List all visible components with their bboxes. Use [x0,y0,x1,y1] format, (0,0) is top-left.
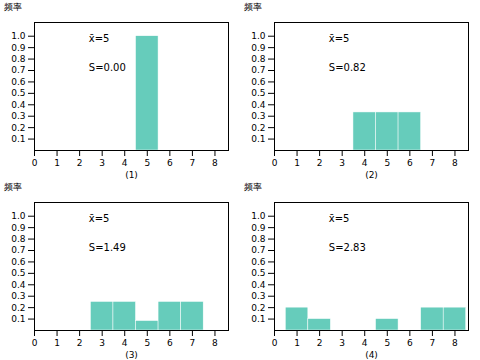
svg-text:8: 8 [452,338,458,348]
svg-text:(1): (1) [125,170,138,180]
svg-text:0.6: 0.6 [11,77,26,87]
svg-text:0.9: 0.9 [251,223,266,233]
svg-text:0.5: 0.5 [251,268,265,278]
svg-text:7: 7 [430,338,436,348]
svg-text:1: 1 [294,338,300,348]
svg-text:0.7: 0.7 [251,65,265,75]
svg-text:7: 7 [190,338,196,348]
svg-text:x̄=5: x̄=5 [329,213,350,224]
svg-text:0: 0 [32,338,38,348]
svg-text:0.1: 0.1 [251,314,265,324]
svg-text:2: 2 [317,338,323,348]
svg-text:8: 8 [212,158,218,168]
svg-text:2: 2 [77,338,83,348]
svg-text:1.0: 1.0 [11,211,26,221]
svg-text:S=1.49: S=1.49 [89,242,126,253]
svg-text:0.5: 0.5 [11,268,25,278]
svg-text:6: 6 [167,158,173,168]
svg-text:频率: 频率 [244,182,262,192]
svg-text:0.4: 0.4 [11,280,26,290]
svg-text:(2): (2) [365,170,378,180]
svg-text:x̄=5: x̄=5 [329,33,350,44]
svg-text:3: 3 [339,338,345,348]
svg-text:0: 0 [32,158,38,168]
svg-text:1.0: 1.0 [11,31,26,41]
svg-text:0.1: 0.1 [251,134,265,144]
svg-text:0.6: 0.6 [251,257,266,267]
svg-text:4: 4 [362,158,368,168]
svg-text:1.0: 1.0 [251,31,266,41]
svg-text:6: 6 [407,158,413,168]
svg-text:x̄=5: x̄=5 [89,213,110,224]
svg-text:0.8: 0.8 [11,234,26,244]
svg-text:0.1: 0.1 [11,134,25,144]
svg-text:3: 3 [99,338,105,348]
svg-text:0.3: 0.3 [251,111,265,121]
svg-text:0.5: 0.5 [11,88,25,98]
svg-text:1: 1 [54,338,60,348]
svg-text:0.2: 0.2 [11,303,25,313]
svg-text:3: 3 [99,158,105,168]
svg-text:3: 3 [339,158,345,168]
svg-text:0.9: 0.9 [11,43,26,53]
svg-text:6: 6 [167,338,173,348]
svg-text:2: 2 [317,158,323,168]
svg-text:0.8: 0.8 [251,234,266,244]
svg-text:0.7: 0.7 [251,245,265,255]
svg-text:5: 5 [384,158,390,168]
svg-text:4: 4 [122,338,128,348]
svg-text:7: 7 [430,158,436,168]
svg-text:1: 1 [294,158,300,168]
svg-text:8: 8 [212,338,218,348]
svg-text:0.8: 0.8 [251,54,266,64]
svg-text:S=0.82: S=0.82 [329,62,366,73]
svg-text:0.2: 0.2 [251,123,265,133]
svg-text:0.5: 0.5 [251,88,265,98]
svg-text:(4): (4) [365,350,378,360]
svg-text:4: 4 [122,158,128,168]
svg-text:1.0: 1.0 [251,211,266,221]
svg-text:S=2.83: S=2.83 [329,242,366,253]
svg-text:x̄=5: x̄=5 [89,33,110,44]
svg-text:2: 2 [77,158,83,168]
svg-text:5: 5 [384,338,390,348]
svg-text:0.6: 0.6 [11,257,26,267]
svg-text:0.7: 0.7 [11,65,25,75]
svg-text:0.4: 0.4 [251,100,266,110]
svg-text:频率: 频率 [4,2,22,12]
svg-text:7: 7 [190,158,196,168]
svg-text:0.3: 0.3 [11,111,25,121]
svg-text:0: 0 [272,338,278,348]
svg-text:0.9: 0.9 [251,43,266,53]
svg-text:5: 5 [144,338,150,348]
svg-text:(3): (3) [125,350,138,360]
svg-text:0.7: 0.7 [11,245,25,255]
svg-text:8: 8 [452,158,458,168]
svg-text:S=0.00: S=0.00 [89,62,126,73]
svg-text:4: 4 [362,338,368,348]
svg-text:0.1: 0.1 [11,314,25,324]
svg-text:0.2: 0.2 [251,303,265,313]
svg-text:0.8: 0.8 [11,54,26,64]
svg-text:0.6: 0.6 [251,77,266,87]
svg-text:6: 6 [407,338,413,348]
svg-text:0.3: 0.3 [11,291,25,301]
svg-text:0.4: 0.4 [251,280,266,290]
svg-text:0.4: 0.4 [11,100,26,110]
svg-text:1: 1 [54,158,60,168]
svg-text:0: 0 [272,158,278,168]
svg-text:频率: 频率 [244,2,262,12]
svg-text:5: 5 [144,158,150,168]
svg-text:频率: 频率 [4,182,22,192]
svg-text:0.2: 0.2 [11,123,25,133]
svg-text:0.3: 0.3 [251,291,265,301]
svg-text:0.9: 0.9 [11,223,26,233]
